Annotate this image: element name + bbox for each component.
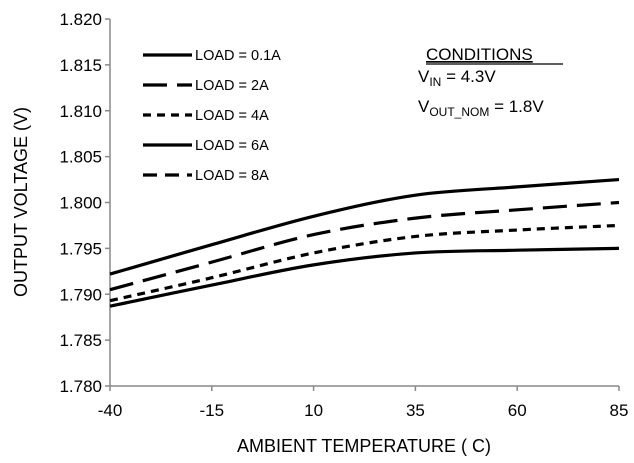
x-tick-label: -40 — [98, 401, 123, 420]
y-tick-label: 1.805 — [59, 148, 102, 167]
series-group — [109, 177, 620, 308]
y-axis-title: OUTPUT VOLTAGE (V) — [11, 107, 31, 297]
x-tick-label: 85 — [610, 401, 629, 420]
legend-label-2: LOAD = 2A — [195, 78, 269, 94]
legend-label-3: LOAD = 4A — [195, 108, 269, 124]
conditions-box: CONDITIONS VIN = 4.3V VOUT_NOM = 1.8V — [418, 45, 563, 119]
conditions-vin: VIN = 4.3V — [418, 67, 496, 89]
axes: 1.780 1.785 1.790 1.795 1.800 1.805 1.810 1.815… — [59, 10, 628, 420]
y-tick-label: 1.790 — [59, 285, 102, 304]
legend-label-1: LOAD = 0.1A — [195, 48, 281, 64]
conditions-heading: CONDITIONS — [426, 45, 533, 64]
x-tick-label: -15 — [200, 401, 225, 420]
series-line-4 — [109, 246, 620, 308]
legend-label-4: LOAD = 6A — [195, 138, 269, 154]
y-tick-label: 1.820 — [59, 10, 102, 29]
legend: LOAD = 0.1A LOAD = 2A LOAD = 4A LOAD = 6A LO… — [143, 48, 281, 184]
conditions-vout-nom: VOUT_NOM = 1.8V — [418, 97, 544, 119]
series-line-3 — [109, 223, 620, 303]
y-tick-label: 1.800 — [59, 194, 102, 213]
y-tick-label: 1.815 — [59, 56, 102, 75]
y-tick-label: 1.795 — [59, 239, 102, 258]
y-tick-label: 1.785 — [59, 331, 102, 350]
series-line-1 — [109, 177, 620, 276]
x-tick-label: 60 — [508, 401, 527, 420]
series-line-2 — [109, 200, 620, 292]
y-tick-label: 1.780 — [59, 377, 102, 396]
x-tick-label: 35 — [406, 401, 425, 420]
x-axis-title: AMBIENT TEMPERATURE ( C) — [237, 436, 491, 456]
x-tick-label: 10 — [304, 401, 323, 420]
legend-label-5: LOAD = 8A — [195, 168, 269, 184]
y-tick-label: 1.810 — [59, 102, 102, 121]
